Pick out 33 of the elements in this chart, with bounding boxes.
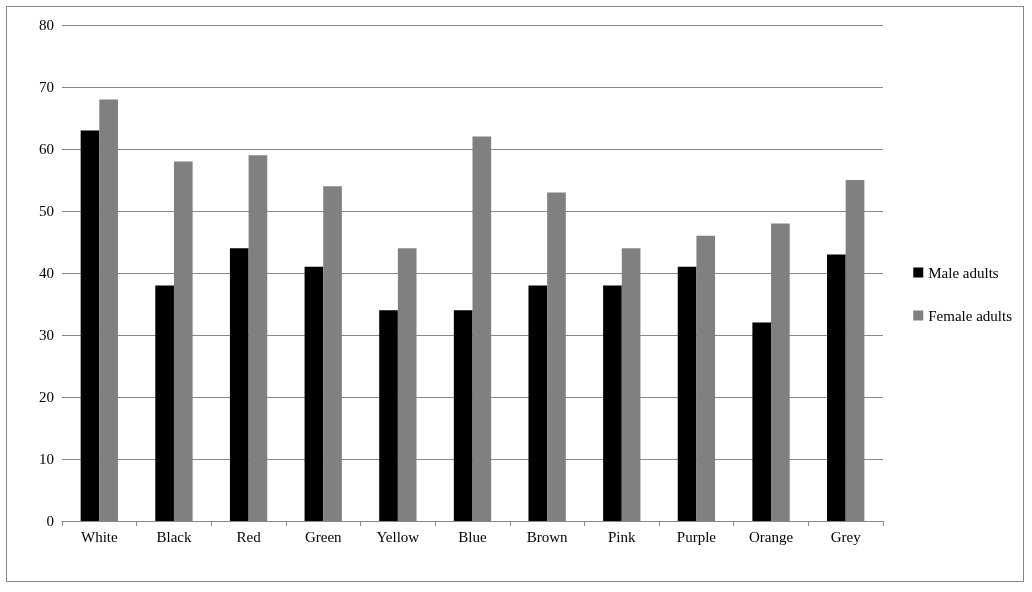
bar — [827, 254, 846, 521]
legend-label: Male adults — [928, 264, 999, 281]
x-tick-label: Green — [304, 528, 343, 545]
y-tick-label: 40 — [39, 265, 54, 281]
y-tick-label: 80 — [39, 17, 54, 33]
x-tick-label: Black — [156, 528, 192, 545]
x-tick-label: Blue — [458, 528, 487, 545]
y-tick-label: 20 — [39, 389, 54, 405]
bar — [80, 130, 100, 521]
x-tick-label: Brown — [526, 528, 569, 545]
bar — [229, 248, 249, 521]
legend-label: Female adults — [928, 307, 1013, 324]
bar — [155, 285, 174, 521]
x-tick-label: Orange — [748, 528, 794, 545]
bar — [677, 266, 697, 521]
x-tick-label: White — [80, 528, 118, 545]
y-tick-label: 0 — [46, 513, 54, 529]
y-tick-label: 50 — [39, 203, 54, 219]
x-tick-label: Purple — [676, 528, 717, 545]
y-tick-label: 30 — [39, 327, 54, 343]
bar — [304, 266, 324, 521]
bar — [528, 285, 548, 521]
y-tick-label: 10 — [39, 451, 54, 467]
x-tick-label: Pink — [608, 528, 637, 545]
x-tick-label: Yellow — [376, 528, 420, 545]
bar — [453, 310, 473, 521]
x-tick-label: Grey — [830, 528, 862, 545]
y-tick-label: 60 — [39, 141, 54, 157]
y-tick-label: 70 — [39, 79, 54, 95]
bar — [379, 310, 398, 521]
x-tick-label: Red — [236, 528, 262, 545]
bar — [603, 285, 622, 521]
bar — [752, 322, 772, 521]
